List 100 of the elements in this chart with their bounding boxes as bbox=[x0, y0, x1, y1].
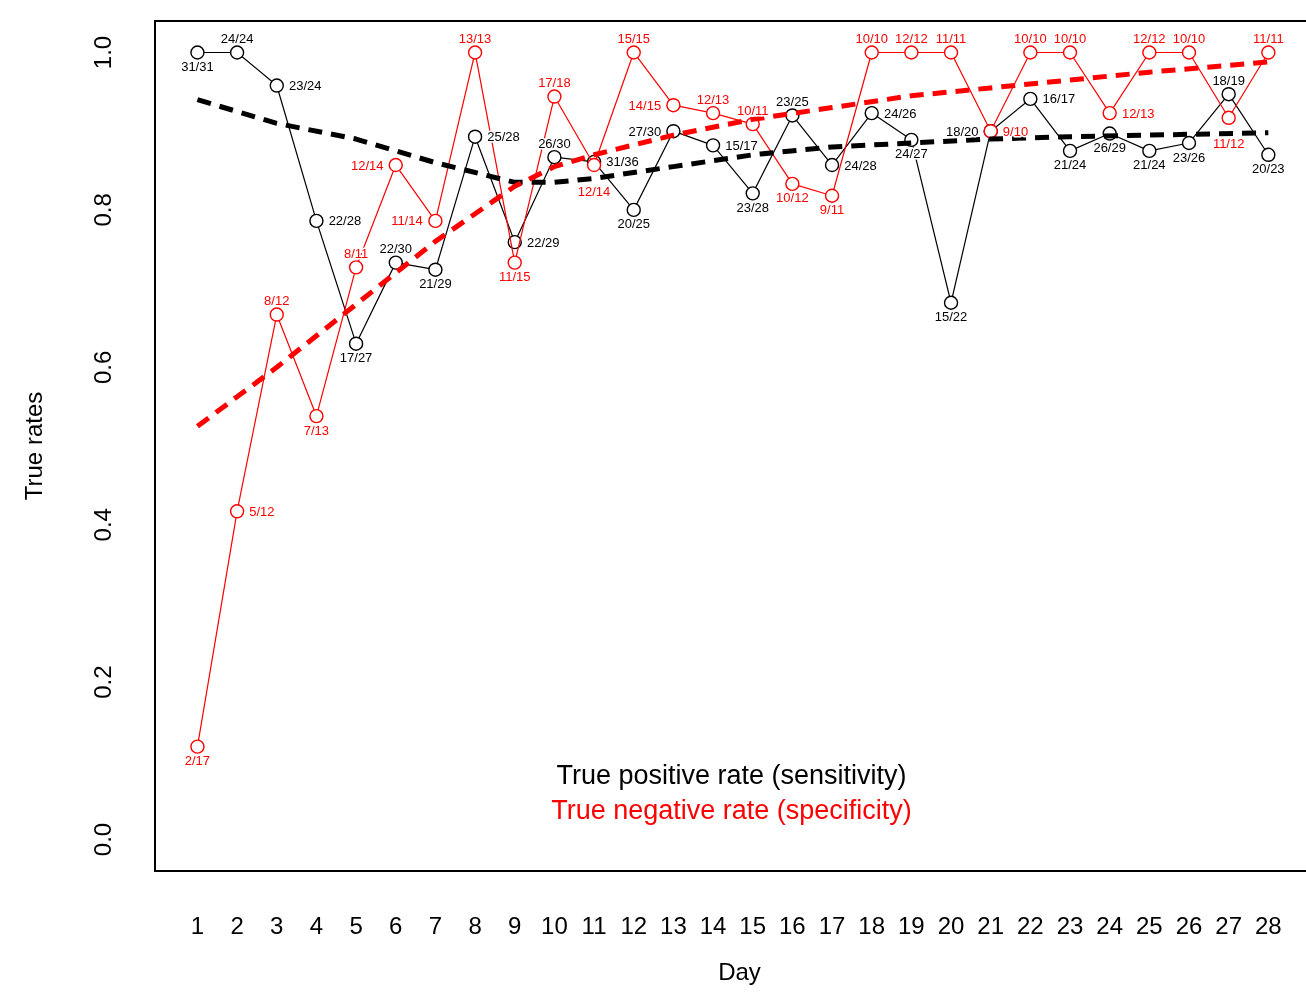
point bbox=[428, 213, 443, 229]
point bbox=[824, 188, 840, 203]
point bbox=[190, 45, 205, 60]
data-label: 9/11 bbox=[819, 202, 845, 218]
x-axis-title: Day bbox=[718, 958, 761, 985]
x-tick-label: 24 bbox=[1096, 912, 1124, 939]
text: True negative rate (specificity) bbox=[551, 795, 912, 825]
data-label: 10/10 bbox=[1172, 31, 1206, 47]
data-label: 2/17 bbox=[184, 753, 211, 769]
point bbox=[1142, 143, 1157, 159]
y-tick-label: 0.8 bbox=[89, 193, 117, 227]
point bbox=[309, 408, 324, 424]
point bbox=[1181, 135, 1197, 151]
x-tick-label: 11 bbox=[581, 912, 607, 939]
data-label: 24/24 bbox=[220, 31, 254, 47]
point bbox=[705, 138, 721, 153]
data-label: 7/13 bbox=[303, 422, 330, 438]
point bbox=[1221, 86, 1236, 102]
data-label: 31/31 bbox=[181, 59, 214, 75]
x-tick-label: 14 bbox=[699, 912, 727, 939]
point bbox=[864, 45, 879, 60]
x-tick-label: 25 bbox=[1136, 912, 1163, 939]
point bbox=[1102, 105, 1117, 121]
data-label: 10/10 bbox=[855, 31, 888, 47]
data-label: 10/10 bbox=[1014, 31, 1047, 47]
x-tick-label: 15 bbox=[739, 912, 767, 939]
y-tick-label: 1.0 bbox=[89, 35, 117, 70]
point bbox=[626, 202, 641, 218]
point bbox=[348, 260, 364, 275]
point bbox=[269, 78, 284, 93]
y-axis-title: True rates bbox=[20, 391, 47, 501]
x-tick-label: 26 bbox=[1175, 912, 1203, 939]
point bbox=[785, 176, 800, 192]
y-tick-label: 0.4 bbox=[89, 508, 117, 542]
data-label: 12/13 bbox=[1121, 105, 1155, 121]
point bbox=[467, 45, 483, 60]
text: True positive rate (sensitivity) bbox=[556, 760, 907, 790]
data-label: 31/36 bbox=[606, 154, 639, 170]
point bbox=[1261, 147, 1276, 162]
y-tick-label: 0.0 bbox=[89, 822, 117, 857]
point bbox=[904, 45, 919, 60]
point bbox=[1062, 45, 1078, 60]
x-tick-label: 9 bbox=[508, 912, 522, 939]
x-tick-label: 28 bbox=[1254, 912, 1282, 939]
data-label: 5/12 bbox=[249, 503, 275, 519]
data-label: 8/12 bbox=[264, 293, 290, 309]
data-label: 12/12 bbox=[895, 31, 928, 47]
point bbox=[943, 295, 959, 310]
data-label: 11/15 bbox=[498, 269, 531, 285]
x-tick-label: 12 bbox=[620, 912, 648, 939]
x-tick-label: 1 bbox=[190, 912, 205, 939]
data-label: 14/15 bbox=[628, 97, 662, 113]
point bbox=[507, 255, 522, 270]
point bbox=[824, 157, 840, 173]
point bbox=[745, 186, 760, 201]
data-label: 11/11 bbox=[935, 31, 967, 47]
data-label: 15/22 bbox=[934, 309, 968, 325]
data-label: 9/10 bbox=[1002, 123, 1029, 139]
data-label: 10/11 bbox=[736, 102, 769, 118]
data-label: 12/14 bbox=[577, 183, 611, 199]
data-label: 24/28 bbox=[844, 157, 877, 173]
data-label: 23/25 bbox=[776, 93, 809, 109]
x-tick-label: 7 bbox=[428, 912, 443, 939]
x-tick-label: 6 bbox=[389, 912, 403, 939]
x-tick-label: 23 bbox=[1056, 912, 1084, 939]
x-tick-label: 8 bbox=[468, 912, 482, 939]
data-label: 18/20 bbox=[945, 123, 979, 139]
point bbox=[388, 255, 403, 270]
data-label: 27/30 bbox=[628, 123, 662, 139]
x-tick-label: 17 bbox=[818, 912, 846, 939]
point bbox=[388, 157, 403, 173]
point bbox=[1261, 45, 1276, 60]
x-tick-label: 22 bbox=[1017, 912, 1044, 939]
data-label: 24/26 bbox=[883, 105, 917, 121]
data-label: 21/29 bbox=[419, 276, 452, 292]
data-label: 10/10 bbox=[1053, 31, 1087, 47]
data-label: 22/30 bbox=[379, 241, 413, 257]
data-label: 17/18 bbox=[538, 75, 571, 91]
x-tick-label: 3 bbox=[270, 912, 284, 939]
point bbox=[547, 89, 562, 104]
point bbox=[864, 105, 879, 121]
point bbox=[348, 336, 364, 351]
x-tick-label: 21 bbox=[977, 912, 1005, 939]
data-label: 20/23 bbox=[1252, 161, 1285, 177]
point bbox=[229, 45, 245, 60]
point bbox=[1221, 110, 1236, 126]
point bbox=[666, 98, 681, 113]
data-label: 12/14 bbox=[350, 157, 384, 173]
point bbox=[547, 149, 562, 165]
data-label: 13/13 bbox=[458, 31, 492, 47]
data-label: 23/28 bbox=[736, 199, 769, 215]
x-tick-label: 2 bbox=[230, 912, 244, 939]
data-label: 11/12 bbox=[1212, 136, 1245, 152]
point bbox=[190, 739, 205, 754]
x-tick-label: 10 bbox=[541, 912, 568, 939]
point bbox=[309, 213, 324, 229]
point bbox=[229, 504, 245, 519]
data-label: 21/24 bbox=[1133, 157, 1166, 173]
data-label: 16/17 bbox=[1042, 91, 1076, 107]
data-label: 20/25 bbox=[617, 216, 650, 232]
